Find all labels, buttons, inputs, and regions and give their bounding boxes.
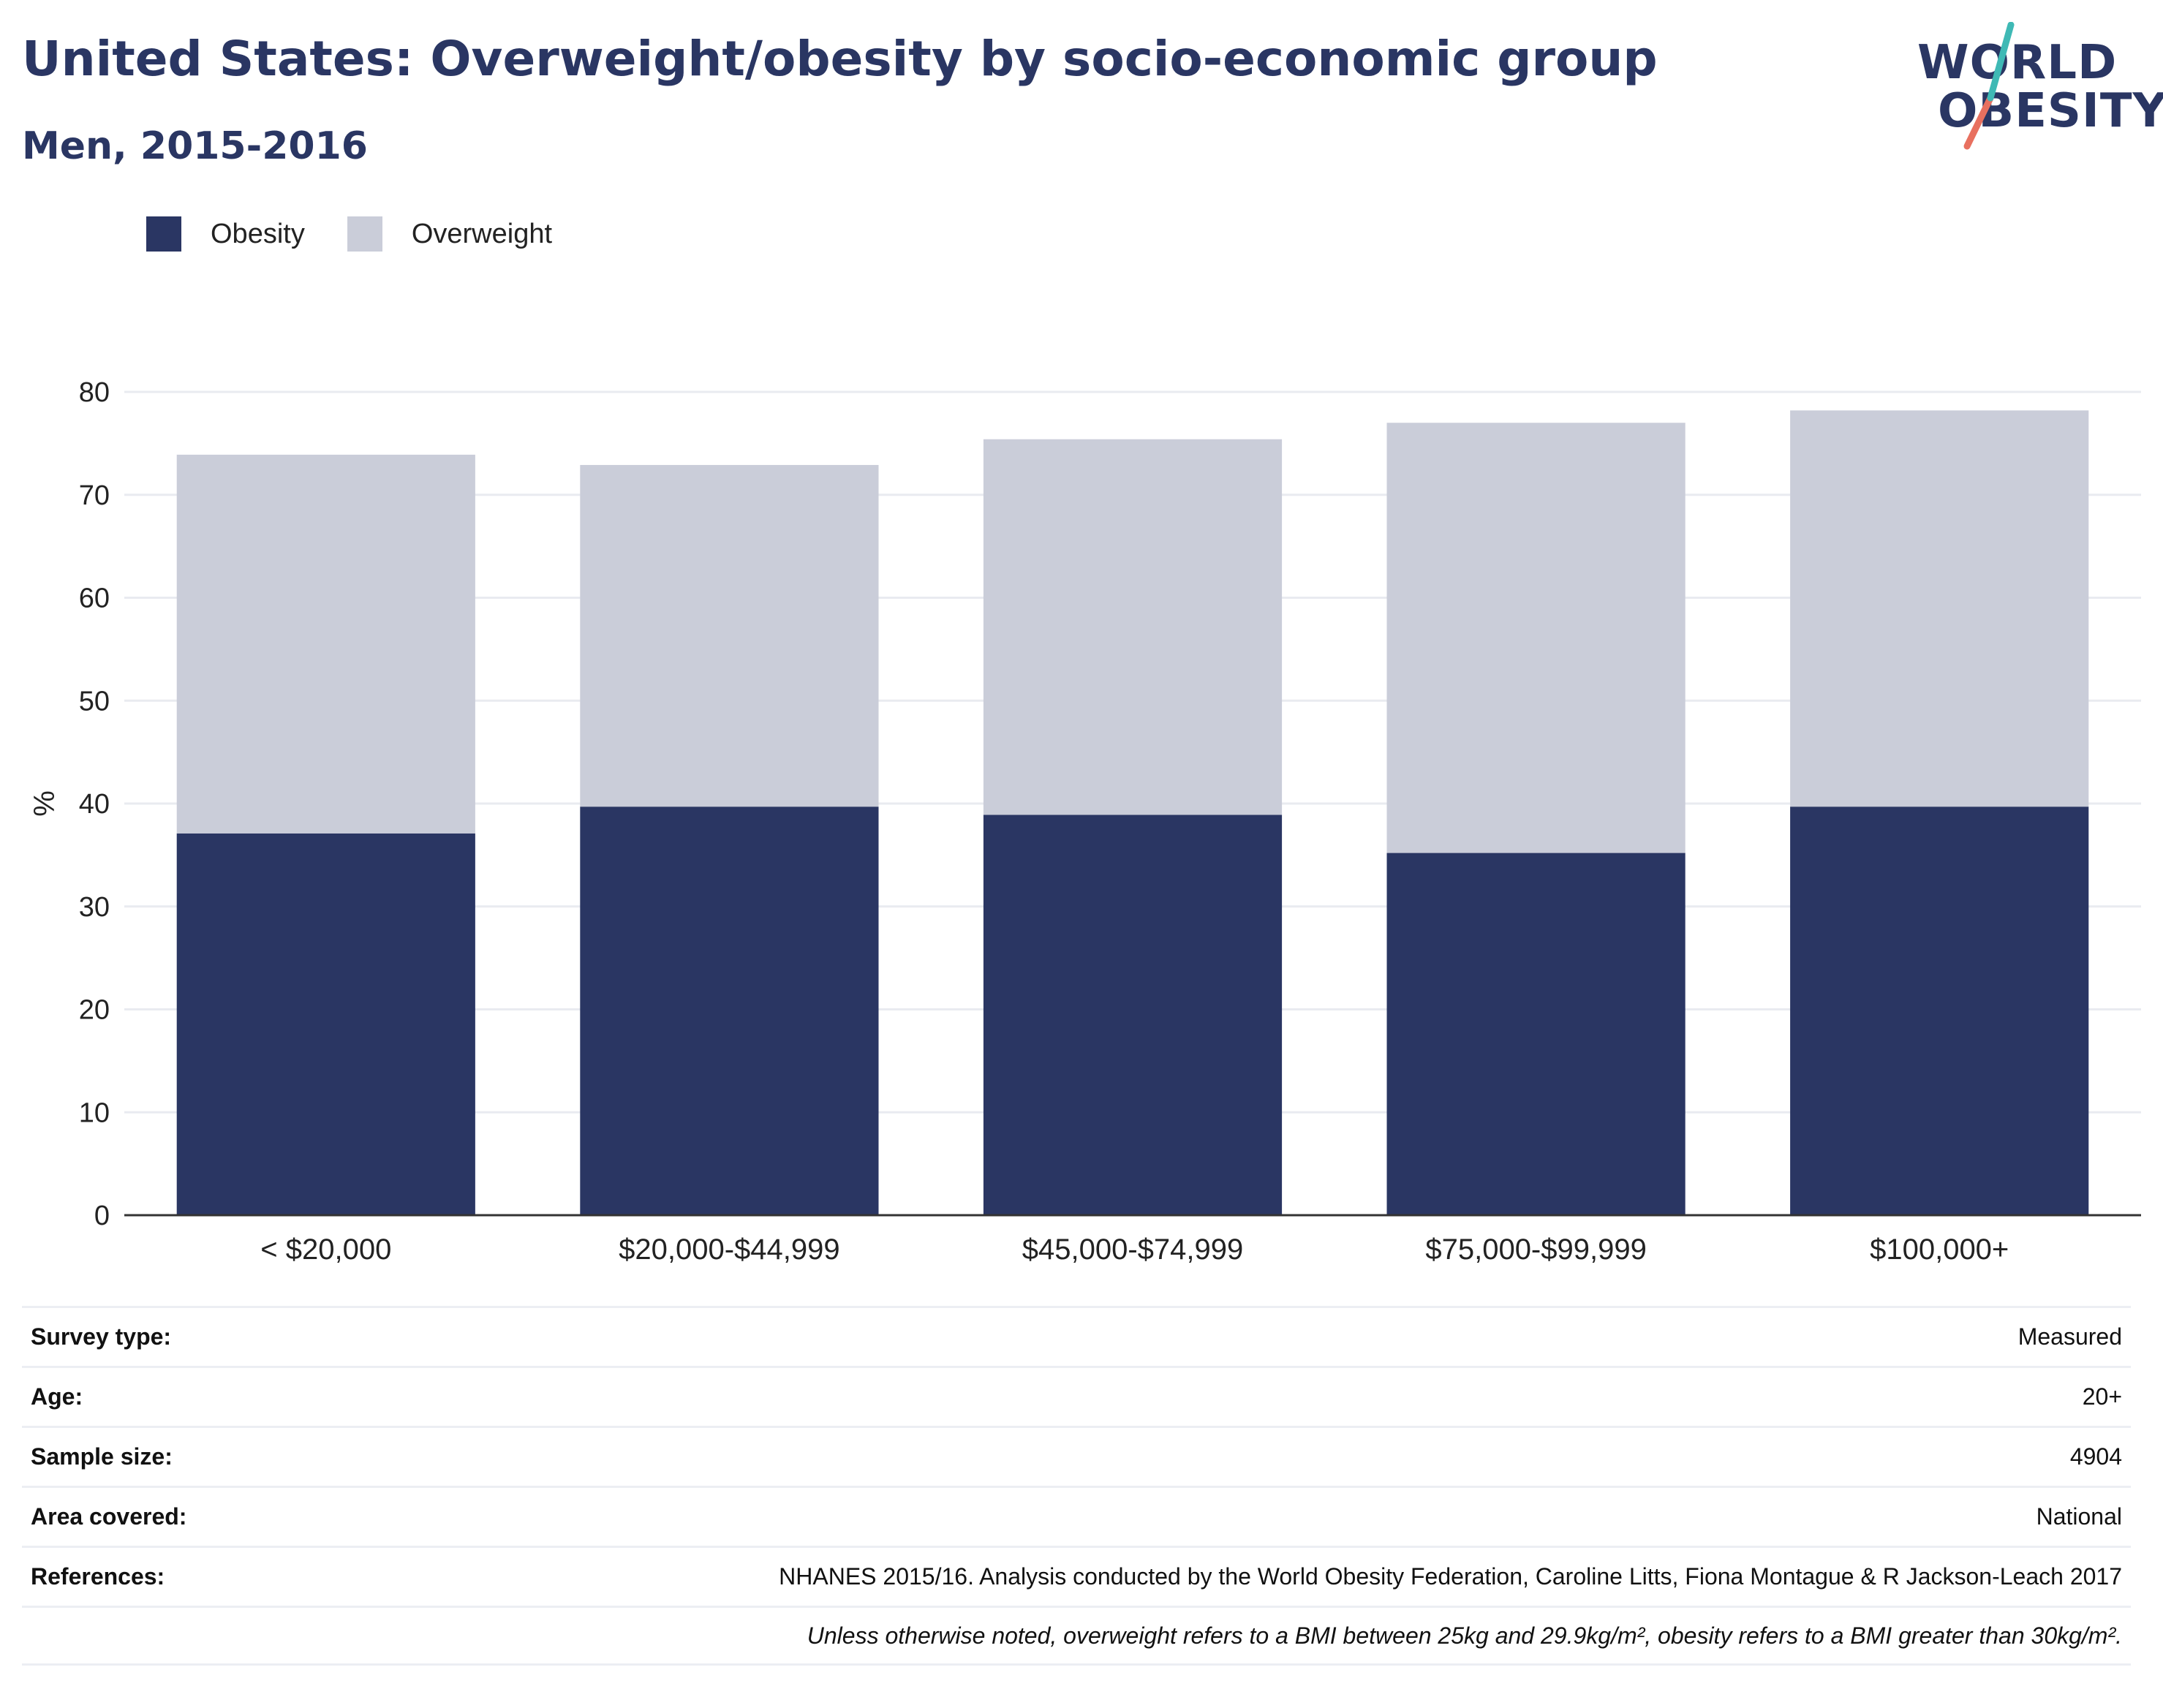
x-tick-label: $20,000-$44,999 — [619, 1233, 840, 1266]
info-row-survey-type: Survey type: Measured — [22, 1306, 2131, 1366]
x-tick-label: $75,000-$99,999 — [1425, 1233, 1647, 1266]
y-tick-label: 40 — [79, 789, 110, 820]
info-value: NHANES 2015/16. Analysis conducted by th… — [779, 1563, 2122, 1590]
y-tick-label: 50 — [79, 686, 110, 717]
y-tick-label: 60 — [79, 583, 110, 614]
definition-note: Unless otherwise noted, overweight refer… — [807, 1622, 2122, 1649]
chart-legend: Obesity Overweight — [146, 216, 594, 252]
logo-line-1: WORLD — [1917, 36, 2118, 90]
y-axis-label: % — [29, 790, 61, 817]
info-value: Measured — [2017, 1323, 2122, 1350]
y-tick-label: 70 — [79, 480, 110, 511]
info-key: References: — [31, 1563, 165, 1590]
bar-obesity-3 — [1386, 853, 1686, 1215]
bar-overweight-4 — [1790, 410, 2089, 807]
chart-subtitle: Men, 2015-2016 — [22, 124, 368, 168]
bar-obesity-1 — [580, 806, 879, 1215]
x-tick-label: $45,000-$74,999 — [1022, 1233, 1244, 1266]
bar-obesity-2 — [983, 815, 1283, 1215]
chart-title: United States: Overweight/obesity by soc… — [22, 31, 1658, 87]
y-tick-label: 30 — [79, 892, 110, 923]
logo-slash-icon — [1963, 22, 2015, 150]
info-key: Sample size: — [31, 1443, 173, 1470]
bar-obesity-4 — [1790, 806, 2089, 1215]
y-tick-label: 20 — [79, 995, 110, 1026]
info-value: 20+ — [2082, 1383, 2122, 1410]
x-tick-label: < $20,000 — [260, 1233, 391, 1266]
info-table: Survey type: Measured Age: 20+ Sample si… — [22, 1306, 2131, 1666]
legend-swatch-overweight — [347, 216, 382, 252]
y-tick-label: 0 — [94, 1201, 110, 1231]
y-tick-label: 80 — [79, 377, 110, 408]
info-key: Age: — [31, 1383, 83, 1410]
bar-chart: 0 10 20 30 40 50 60 70 80% < $20,000 $20,000-$44,9… — [29, 377, 2141, 1266]
x-tick-label: $100,000+ — [1870, 1233, 2009, 1266]
legend-item-overweight: Overweight — [347, 216, 552, 252]
legend-label-obesity: Obesity — [211, 218, 305, 249]
bar-overweight-2 — [983, 439, 1283, 815]
info-row-note: Unless otherwise noted, overweight refer… — [22, 1606, 2131, 1666]
bar-overweight-0 — [176, 454, 475, 834]
bar-overweight-1 — [580, 464, 879, 807]
info-key: Area covered: — [31, 1503, 187, 1530]
info-row-references: References: NHANES 2015/16. Analysis con… — [22, 1546, 2131, 1606]
y-tick-label: 10 — [79, 1097, 110, 1128]
info-row-age: Age: 20+ — [22, 1366, 2131, 1426]
legend-item-obesity: Obesity — [146, 216, 305, 252]
bar-overweight-3 — [1386, 423, 1686, 853]
bar-obesity-0 — [176, 833, 475, 1215]
info-row-area-covered: Area covered: National — [22, 1486, 2131, 1546]
world-obesity-logo: WORLD OBESITY — [1909, 22, 2163, 154]
info-key: Survey type: — [31, 1323, 172, 1350]
legend-label-overweight: Overweight — [411, 218, 553, 249]
legend-swatch-obesity — [146, 216, 181, 252]
info-value: National — [2036, 1503, 2122, 1530]
info-value: 4904 — [2069, 1443, 2122, 1470]
info-row-sample-size: Sample size: 4904 — [22, 1426, 2131, 1486]
